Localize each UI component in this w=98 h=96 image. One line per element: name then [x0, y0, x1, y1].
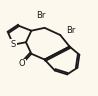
Text: S: S [11, 40, 16, 49]
Text: Br: Br [36, 11, 46, 20]
Text: O: O [19, 59, 25, 68]
Text: Br: Br [66, 26, 75, 35]
